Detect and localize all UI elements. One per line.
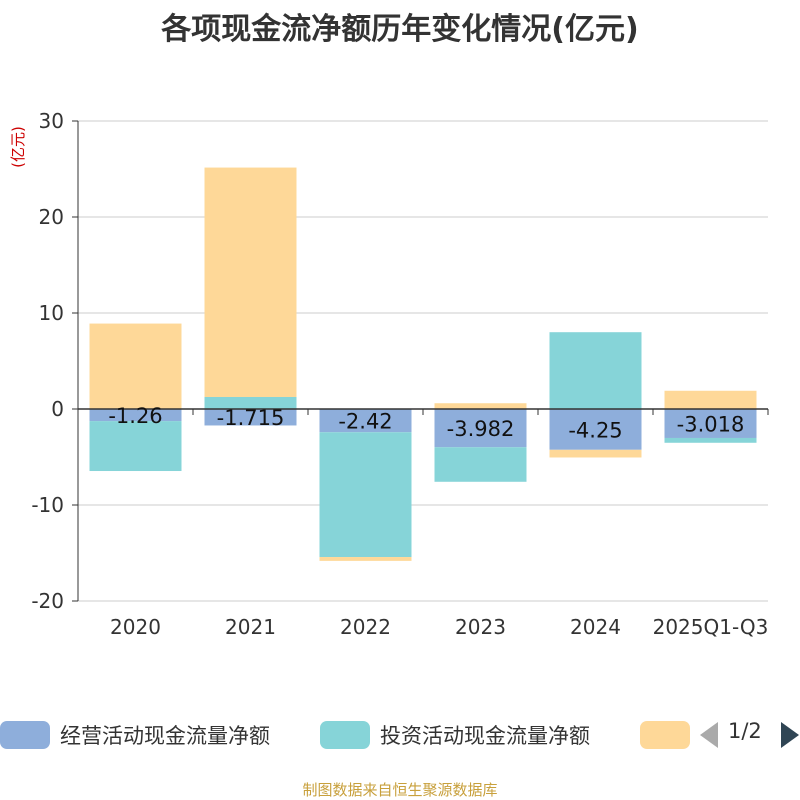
legend-item-investing[interactable]: 投资活动现金流量净额	[320, 713, 590, 757]
legend-swatch-operating	[0, 721, 50, 749]
bar-series1-2025Q1-Q3	[664, 409, 757, 438]
legend-item-operating[interactable]: 经营活动现金流量净额	[0, 713, 270, 757]
y-tick-label: 0	[51, 397, 64, 421]
bar-series3-2022	[319, 557, 412, 561]
legend-swatch-investing	[320, 721, 370, 749]
data-label-operating: -4.25	[568, 418, 622, 442]
legend: 经营活动现金流量净额 投资活动现金流量净额 1/2	[0, 713, 800, 757]
legend-swatch-third	[640, 721, 690, 749]
y-axis-label: (亿元)	[9, 126, 27, 168]
x-tick-label: 2025Q1-Q3	[653, 615, 769, 639]
bar-series2-2022	[319, 432, 412, 558]
bar-series3-2024	[549, 449, 642, 458]
bar-series1-2024	[549, 409, 642, 450]
data-label-operating: -1.715	[217, 406, 285, 430]
bar-series3-2020	[89, 323, 182, 409]
legend-page-indicator: 1/2	[728, 719, 762, 743]
x-tick-label: 2024	[570, 615, 621, 639]
legend-next-arrow-icon[interactable]	[781, 722, 799, 748]
y-tick-label: -20	[31, 589, 64, 613]
bar-series3-2021	[204, 167, 297, 397]
x-tick-label: 2020	[110, 615, 161, 639]
bar-series3-2023	[434, 403, 527, 409]
bar-series2-2024	[549, 332, 642, 409]
data-label-operating: -2.42	[338, 410, 392, 434]
y-tick-label: -10	[31, 493, 64, 517]
chart-title: 各项现金流净额历年变化情况(亿元)	[161, 12, 639, 47]
bar-series2-2020	[89, 421, 182, 472]
data-label-operating: -3.982	[447, 417, 515, 441]
source-note: 制图数据来自恒生聚源数据库	[302, 781, 498, 799]
y-tick-label: 10	[39, 301, 64, 325]
chart-plot: 30 20 10 0 -10 -20 (亿元) 2020 2021 2022 2023 2024 202…	[9, 109, 769, 639]
bar-series2-2021	[204, 397, 297, 409]
x-tick-label: 2022	[340, 615, 391, 639]
x-tick-label: 2021	[225, 615, 276, 639]
legend-label-investing: 投资活动现金流量净额	[380, 724, 590, 748]
bar-series2-2023	[434, 447, 527, 482]
data-label-operating: -1.26	[108, 404, 162, 428]
bar-series1-2022	[319, 409, 412, 433]
bar-series1-2023	[434, 409, 527, 448]
bar-series2-2025Q1-Q3	[664, 437, 757, 443]
bar-series1-2020	[89, 409, 182, 422]
legend-label-operating: 经营活动现金流量净额	[60, 724, 270, 748]
legend-prev-arrow-icon[interactable]	[700, 722, 718, 748]
y-tick-label: 20	[39, 205, 64, 229]
legend-item-third[interactable]	[640, 713, 690, 757]
x-tick-label: 2023	[455, 615, 506, 639]
bar-series3-2025Q1-Q3	[664, 390, 757, 409]
data-label-operating: -3.018	[677, 412, 745, 436]
bar-series1-2021	[204, 409, 297, 426]
y-tick-label: 30	[39, 109, 64, 133]
